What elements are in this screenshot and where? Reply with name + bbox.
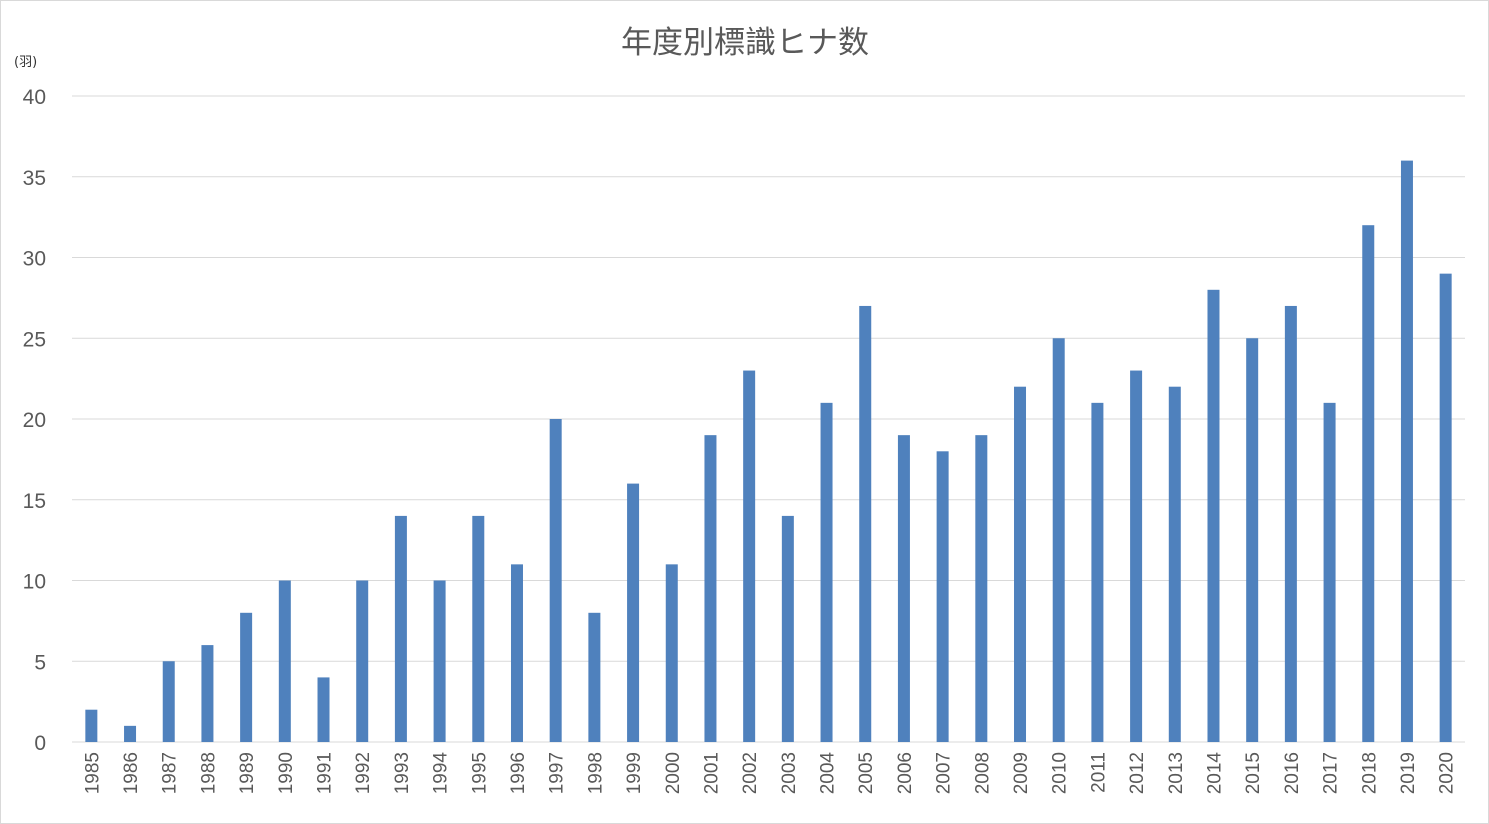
- x-tick-label: 2004: [818, 752, 839, 795]
- y-tick-label: 10: [23, 571, 46, 594]
- x-tick-label: 1986: [121, 752, 142, 794]
- x-tick-label: 2015: [1243, 752, 1264, 794]
- bar-2017: [1323, 402, 1336, 742]
- bar-1990: [278, 580, 291, 742]
- bar-2005: [859, 305, 872, 742]
- y-tick-label: 30: [23, 248, 46, 271]
- x-tick-label: 1994: [431, 752, 452, 795]
- x-tick-label: 2001: [701, 752, 722, 794]
- bar-1996: [510, 564, 523, 742]
- bar-2007: [936, 451, 949, 742]
- y-tick-label: 40: [23, 86, 46, 109]
- y-tick-label: 35: [23, 167, 46, 190]
- x-tick-label: 1996: [508, 752, 529, 794]
- x-tick-label: 2009: [1011, 752, 1032, 794]
- x-tick-label: 2014: [1204, 752, 1225, 795]
- x-tick-label: 1990: [276, 752, 297, 794]
- x-tick-label: 1992: [353, 752, 374, 794]
- x-tick-label: 1997: [547, 752, 568, 794]
- bar-2009: [1014, 386, 1027, 742]
- x-tick-label: 1987: [160, 752, 181, 794]
- y-tick-label: 25: [23, 328, 46, 351]
- bar-2019: [1400, 160, 1413, 743]
- bar-1999: [627, 483, 640, 742]
- bar-2004: [820, 402, 833, 742]
- x-tick-label: 1991: [315, 752, 336, 794]
- x-tick-label: 2007: [934, 752, 955, 794]
- bar-1988: [201, 645, 214, 742]
- x-tick-label: 1988: [198, 752, 219, 794]
- bar-1989: [240, 612, 253, 742]
- x-tick-label: 2020: [1437, 752, 1458, 794]
- bar-2001: [704, 435, 717, 742]
- y-axis-unit-label: (羽): [14, 55, 37, 70]
- x-tick-label: 2008: [972, 752, 993, 794]
- x-tick-label: 2010: [1050, 752, 1071, 794]
- y-tick-label: 5: [34, 651, 46, 674]
- bar-2003: [781, 515, 794, 742]
- bar-2015: [1246, 338, 1259, 742]
- x-tick-label: 2018: [1359, 752, 1380, 794]
- bar-2020: [1439, 273, 1452, 742]
- bar-2006: [897, 435, 910, 742]
- bar-2012: [1130, 370, 1143, 742]
- x-tick-label: 2006: [895, 752, 916, 794]
- x-tick-label: 1989: [237, 752, 258, 794]
- x-tick-label: 2017: [1321, 752, 1342, 794]
- x-tick-label: 2003: [779, 752, 800, 794]
- bar-2002: [743, 370, 756, 742]
- bar-2008: [975, 435, 988, 742]
- bar-1991: [317, 677, 330, 742]
- x-tick-label: 2000: [663, 752, 684, 794]
- bar-2018: [1362, 225, 1375, 742]
- bar-1987: [162, 661, 175, 742]
- x-tick-label: 2005: [856, 752, 877, 794]
- bar-2000: [665, 564, 678, 742]
- x-tick-label: 1999: [624, 752, 645, 794]
- bar-1997: [549, 419, 562, 742]
- chart-title: 年度別標識ヒナ数: [621, 25, 869, 61]
- y-tick-label: 15: [23, 490, 46, 513]
- bar-2011: [1091, 402, 1104, 742]
- bar-1995: [472, 515, 485, 742]
- x-tick-label: 2013: [1166, 752, 1187, 794]
- x-tick-label: 1998: [585, 752, 606, 794]
- bar-1998: [588, 612, 601, 742]
- x-tick-label: 2011: [1088, 752, 1109, 793]
- y-tick-label: 20: [23, 409, 46, 432]
- x-tick-label: 1993: [392, 752, 413, 794]
- x-tick-label: 1985: [82, 752, 103, 794]
- bar-1994: [433, 580, 446, 742]
- x-tick-label: 2002: [740, 752, 761, 794]
- bar-1985: [85, 709, 98, 742]
- bar-2013: [1168, 386, 1181, 742]
- bar-1993: [394, 515, 407, 742]
- bar-2010: [1052, 338, 1065, 742]
- x-tick-label: 1995: [469, 752, 490, 794]
- bar-2014: [1207, 289, 1220, 742]
- x-tick-label: 2019: [1398, 752, 1419, 794]
- y-tick-label: 0: [34, 732, 46, 755]
- bar-1992: [356, 580, 369, 742]
- bar-1986: [124, 725, 137, 742]
- bar-2016: [1284, 305, 1297, 742]
- x-tick-label: 2016: [1282, 752, 1303, 794]
- x-tick-label: 2012: [1127, 752, 1148, 794]
